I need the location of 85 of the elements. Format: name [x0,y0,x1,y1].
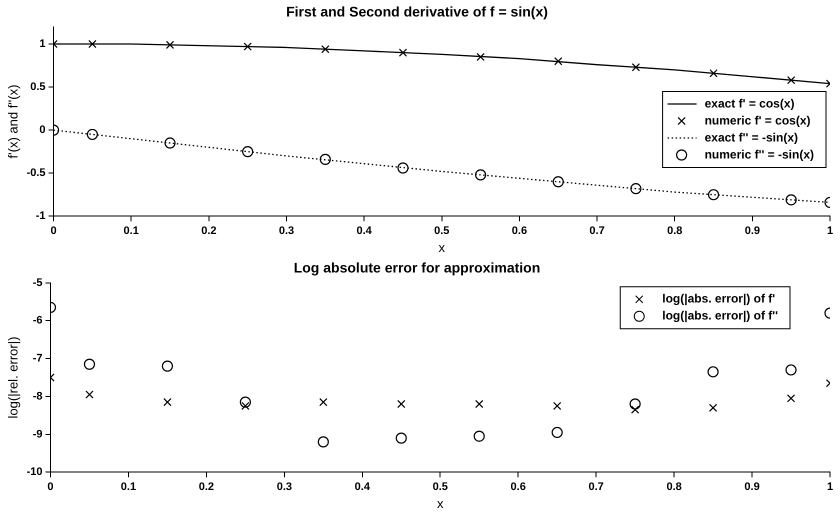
y-tick-label: 0 [39,124,46,136]
point [554,57,562,66]
x-tick-label: 0.8 [667,224,682,237]
point [709,69,718,78]
point [630,183,642,194]
x-axis-title: x [438,240,446,255]
y-tick-label: -6 [32,314,42,327]
x-tick-label: 0 [47,480,54,493]
point [84,358,96,370]
point [321,45,330,54]
point [708,189,720,200]
point [162,360,174,372]
point [708,404,718,412]
y-tick-label: -8 [32,390,42,402]
chart-title: Log absolute error for approximation [294,259,540,276]
point [398,48,408,57]
point [396,432,407,444]
point [242,146,254,158]
x-tick-label: 0.1 [124,224,139,237]
legend-label: log(|abs. error|) of f'' [662,308,778,323]
x-tick-label: 0.2 [201,224,216,237]
y-tick-label: -0.5 [26,167,46,180]
point [318,436,329,448]
point [166,40,174,50]
point [632,63,640,72]
x-tick-label: 0.7 [588,480,604,493]
x-tick-label: 1 [826,224,834,237]
point [785,364,797,376]
point [474,430,485,442]
x-tick-label: 0.3 [276,480,292,493]
point [240,396,251,408]
point [319,398,328,406]
x-tick-label: 0.4 [354,480,371,493]
y-tick-label: -7 [32,352,42,365]
point [475,400,484,408]
legend-label: exact f'' = -sin(x) [704,130,798,144]
x-tick-label: 0.6 [510,480,526,493]
point [244,42,252,51]
point [397,162,409,174]
y-tick-label: 1 [39,38,46,50]
point [787,76,796,84]
x-tick-label: 0.2 [198,480,214,493]
point [552,426,563,438]
y-tick-label: -1 [36,210,46,222]
point [86,128,98,140]
point [630,398,641,410]
legend-label: numeric f' = cos(x) [704,113,810,128]
x-tick-label: 0.1 [120,480,136,493]
x-tick-label: 1 [826,480,834,493]
x-tick-label: 0.3 [278,224,294,237]
point [320,154,331,165]
x-tick-label: 0.4 [356,224,373,237]
point [88,40,97,48]
point [163,398,172,406]
y-tick-label: -10 [26,466,42,478]
point [786,194,797,206]
legend-label: log(|abs. error|) of f' [662,292,776,306]
x-tick-label: 0.9 [744,224,760,237]
y-tick-label: -5 [32,276,42,289]
chart-title: First and Second derivative of f = sin(x) [286,3,548,20]
point [707,366,719,378]
legend-label: numeric f'' = -sin(x) [704,147,814,162]
point [786,394,796,402]
point [475,169,486,180]
x-tick-label: 0.5 [434,224,450,237]
x-tick-label: 0.8 [666,480,682,493]
x-tick-label: 0.5 [432,480,448,493]
x-tick-label: 0.9 [744,480,760,493]
point [397,400,406,408]
point [630,406,640,414]
y-tick-label: -9 [32,428,42,440]
x-tick-label: 0 [50,224,57,237]
point [476,52,485,62]
point [241,402,250,410]
legend-label: exact f' = cos(x) [704,96,795,110]
point [85,390,94,399]
x-axis-title: x [437,496,444,511]
y-axis-title: f'(x) and f''(x) [5,84,20,158]
x-tick-label: 0.6 [512,224,528,237]
y-axis-title: log(|rel. error|) [5,336,20,418]
point [552,176,564,188]
y-tick-label: 0.5 [30,81,46,94]
x-tick-label: 0.7 [589,224,605,237]
point [553,402,562,410]
point [164,137,176,149]
